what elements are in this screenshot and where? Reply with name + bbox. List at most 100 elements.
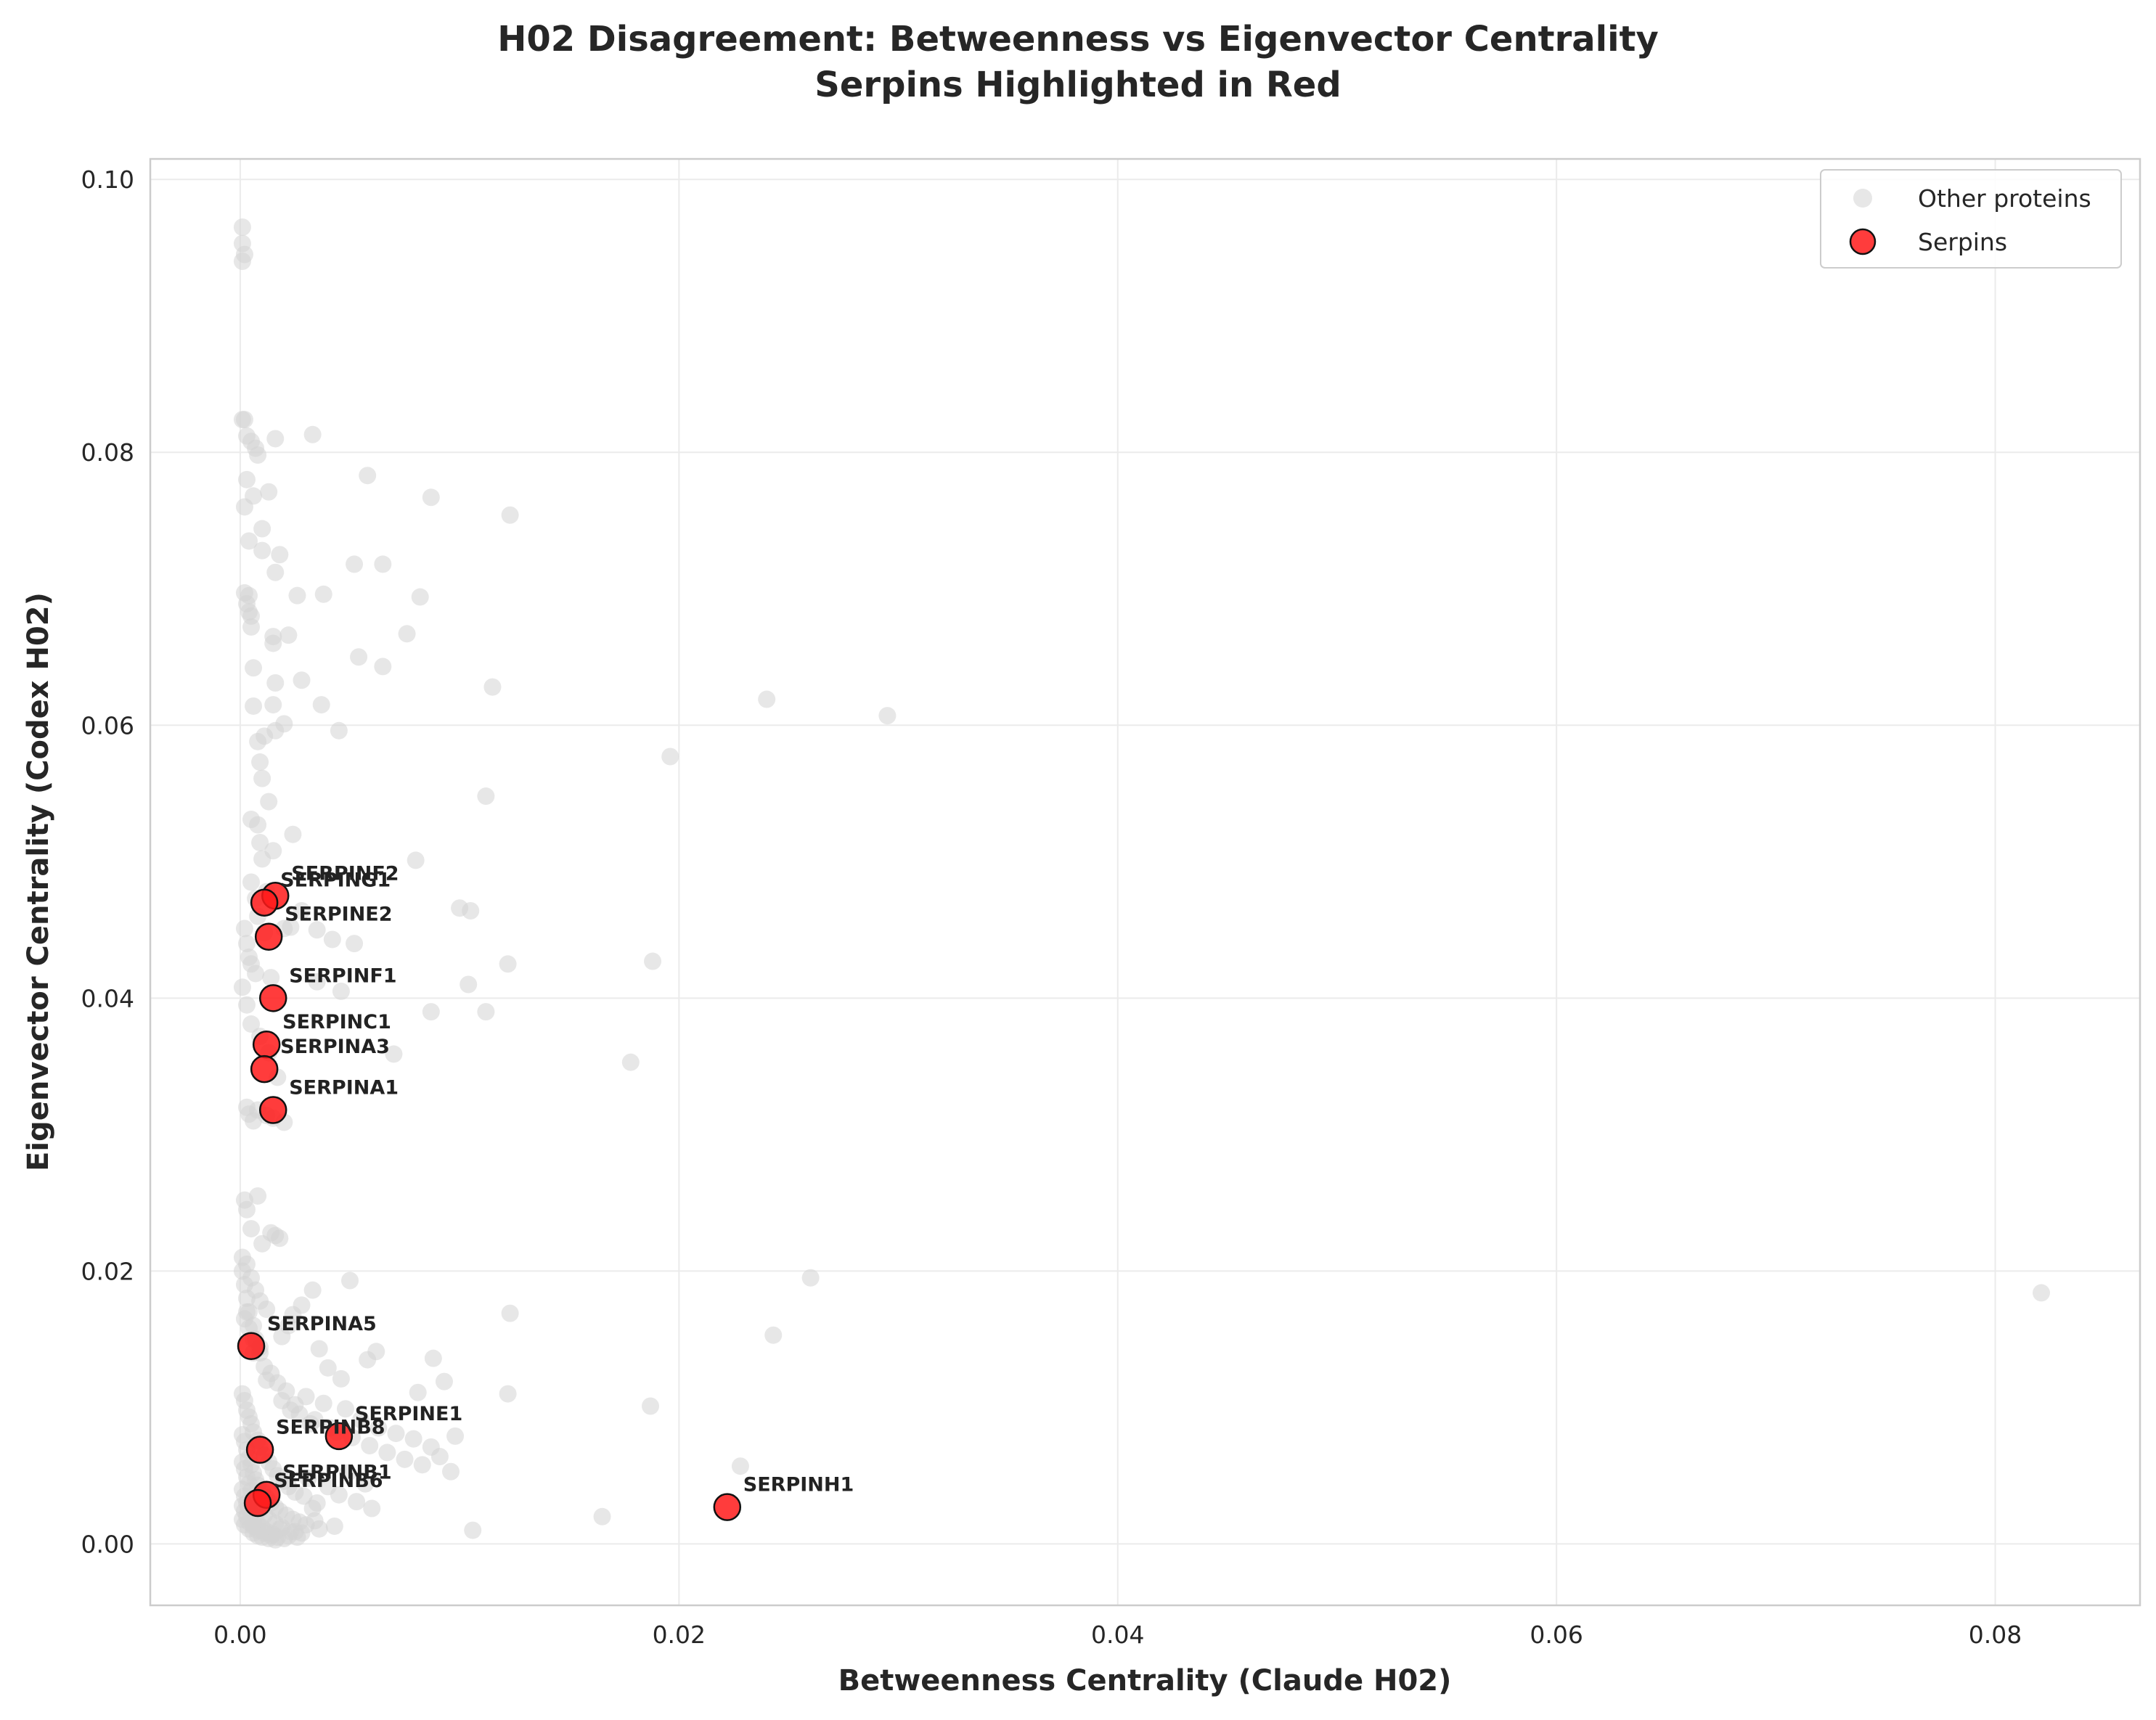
other-protein-point <box>396 1450 414 1468</box>
other-protein-point <box>288 586 306 605</box>
other-protein-point <box>413 1456 431 1474</box>
other-protein-point <box>332 1369 350 1388</box>
serpin-point-serpina1 <box>258 1096 287 1124</box>
serpin-point-serpine2 <box>254 922 283 951</box>
serpin-label-serpinf2: SERPINF2 <box>291 862 399 885</box>
other-protein-point <box>348 1493 366 1511</box>
other-protein-point <box>240 586 258 605</box>
other-protein-point <box>462 901 480 920</box>
other-protein-point <box>363 1499 381 1518</box>
other-protein-point <box>295 1487 313 1505</box>
serpin-point-serpine1 <box>324 1422 354 1451</box>
other-protein-point <box>359 467 377 485</box>
serpin-point-serpinf1 <box>258 984 287 1012</box>
other-protein-point <box>460 975 478 994</box>
other-protein-point <box>264 628 282 646</box>
other-protein-point <box>2033 1284 2051 1302</box>
chart-title: H02 Disagreement: Betweenness vs Eigenve… <box>497 19 1659 60</box>
legend-marker-serpins <box>1849 228 1877 255</box>
other-protein-point <box>245 697 263 715</box>
other-protein-point <box>411 588 429 606</box>
other-protein-point <box>245 659 263 677</box>
other-protein-point <box>387 1425 405 1443</box>
other-protein-point <box>310 1340 328 1358</box>
other-protein-point <box>271 1229 289 1248</box>
other-protein-point <box>642 1397 660 1415</box>
other-protein-point <box>266 1531 285 1549</box>
x-tick-label: 0.04 <box>1091 1621 1144 1649</box>
other-protein-point <box>398 625 416 643</box>
other-protein-point <box>237 935 256 953</box>
other-protein-point <box>251 753 269 771</box>
other-protein-point <box>330 721 348 740</box>
other-protein-point <box>242 607 261 625</box>
other-protein-point <box>306 1512 324 1530</box>
x-tick-label: 0.02 <box>653 1621 706 1649</box>
x-tick-label: 0.00 <box>213 1621 266 1649</box>
other-protein-point <box>297 1388 315 1406</box>
other-protein-point <box>422 1003 440 1021</box>
other-protein-point <box>346 555 364 573</box>
serpin-point-serpinh1 <box>713 1493 742 1521</box>
chart-subtitle: Serpins Highlighted in Red <box>814 65 1341 105</box>
other-protein-point <box>764 1326 783 1344</box>
serpin-points <box>237 882 742 1521</box>
other-protein-point <box>621 1053 640 1071</box>
other-protein-point <box>240 532 258 550</box>
other-protein-point <box>286 1523 304 1541</box>
legend-marker-other-proteins <box>1853 189 1872 208</box>
other-protein-point <box>266 430 285 448</box>
other-protein-point <box>323 930 341 949</box>
other-protein-point <box>237 996 256 1014</box>
other-protein-point <box>308 972 326 991</box>
legend-box <box>1820 169 2122 269</box>
serpin-label-serpina3: SERPINA3 <box>280 1036 390 1058</box>
serpin-point-serpinc1 <box>252 1030 281 1059</box>
other-protein-point <box>275 715 293 733</box>
other-protein-point <box>279 626 298 644</box>
other-protein-point <box>409 1383 427 1401</box>
other-protein-point <box>878 707 897 725</box>
other-protein-point <box>253 541 271 560</box>
other-protein-point <box>338 1464 356 1482</box>
other-protein-point <box>258 1300 276 1318</box>
other-protein-point <box>264 696 282 714</box>
other-protein-point <box>233 218 251 237</box>
other-protein-point <box>242 1015 261 1033</box>
other-protein-point <box>253 850 271 868</box>
other-protein-point <box>273 1327 291 1346</box>
serpin-label-serpina1: SERPINA1 <box>289 1076 399 1099</box>
serpin-label-serpinc1: SERPINC1 <box>282 1011 391 1033</box>
other-protein-point <box>501 1304 519 1322</box>
other-protein-point <box>293 901 311 920</box>
other-protein-point <box>314 585 332 603</box>
other-protein-point <box>284 825 302 843</box>
other-protein-point <box>293 671 311 689</box>
other-protein-point <box>237 1255 256 1273</box>
plot-frame <box>149 157 2141 1607</box>
other-protein-point <box>430 1448 449 1466</box>
other-protein-point <box>356 1475 375 1493</box>
other-protein-point <box>249 446 267 464</box>
other-protein-point <box>237 1200 256 1219</box>
other-protein-point <box>350 648 368 666</box>
serpin-point-serpinb8 <box>245 1436 274 1464</box>
other-protein-point <box>303 1281 322 1299</box>
x-axis-ticks: 0.00 0.02 0.04 0.06 0.08 <box>213 1621 2022 1649</box>
other-protein-point <box>404 1430 422 1448</box>
serpin-point-serpinb6 <box>243 1488 272 1518</box>
serpin-label-serpinh1: SERPINH1 <box>743 1474 854 1496</box>
other-protein-point <box>277 1382 295 1400</box>
other-protein-point <box>242 1220 261 1238</box>
other-protein-point <box>442 1462 460 1481</box>
y-axis-ticks: 0.00 0.02 0.04 0.06 0.08 0.10 <box>81 165 134 1558</box>
legend: Other proteins Serpins <box>1820 169 2122 269</box>
other-protein-point <box>731 1457 749 1475</box>
serpin-point-serpina5 <box>237 1332 266 1361</box>
other-protein-point <box>374 658 392 676</box>
plot-area <box>150 159 2140 1605</box>
other-protein-point <box>242 811 261 829</box>
other-protein-point <box>308 921 326 939</box>
other-protein-point <box>801 1269 820 1287</box>
serpin-label-serpine1: SERPINE1 <box>355 1403 462 1425</box>
